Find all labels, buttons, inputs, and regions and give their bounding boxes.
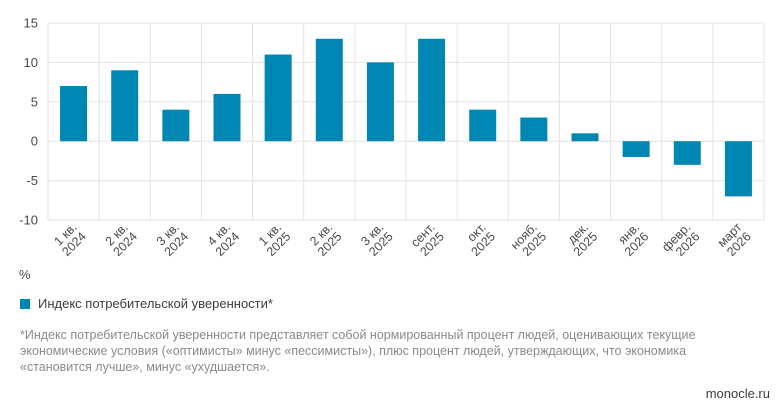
x-tick-label: 2 кв.2024	[101, 220, 140, 259]
x-tick-label: март2026	[715, 220, 754, 259]
source-credit: monocle.ru	[705, 386, 770, 401]
x-tick-label: 1 кв.2025	[255, 220, 294, 259]
y-tick-label: 5	[31, 94, 38, 109]
bar	[571, 133, 599, 142]
x-tick-label: сент.2025	[408, 220, 447, 259]
x-tick-label: окт.2025	[459, 220, 498, 259]
x-tick-label: 3 кв.2025	[357, 220, 396, 259]
legend: Индекс потребительской уверенности*	[20, 296, 273, 311]
bar	[622, 141, 650, 157]
bar	[315, 38, 343, 142]
bar	[162, 109, 190, 142]
legend-swatch	[20, 298, 30, 309]
bar-chart: 15 10 5 0 -5 -10 1 кв.2024 2 кв.2024 3 кв.2024 4 …	[19, 16, 765, 263]
y-tick-label: -5	[26, 173, 38, 188]
legend-label: Индекс потребительской уверенности*	[38, 296, 273, 311]
bar	[724, 141, 752, 197]
x-tick-label: 3 кв.2024	[152, 220, 191, 259]
x-tick-label: 1 кв.2024	[50, 220, 89, 259]
y-tick-label: -10	[19, 213, 38, 228]
y-tick-label: 10	[24, 55, 38, 70]
x-tick-label: февр.2026	[659, 220, 702, 263]
bar	[111, 70, 139, 142]
bar	[520, 117, 548, 142]
x-tick-label: янв.2026	[613, 220, 652, 259]
bar	[469, 109, 497, 142]
footnote: *Индекс потребительской уверенности пред…	[20, 328, 696, 374]
bar	[213, 93, 241, 142]
x-tick-label: 2 кв.2025	[306, 220, 345, 259]
x-tick-label: нояб.2025	[508, 220, 549, 261]
y-tick-label: 15	[24, 16, 38, 31]
x-tick-label: дек.2025	[562, 220, 601, 259]
bar	[264, 54, 292, 142]
x-tick-label: 4 кв.2024	[204, 220, 243, 259]
bar	[673, 141, 701, 165]
y-tick-label: 0	[31, 134, 38, 149]
bar	[366, 62, 394, 142]
bar	[60, 86, 88, 142]
y-axis-unit: %	[19, 267, 31, 282]
bar	[418, 38, 446, 142]
